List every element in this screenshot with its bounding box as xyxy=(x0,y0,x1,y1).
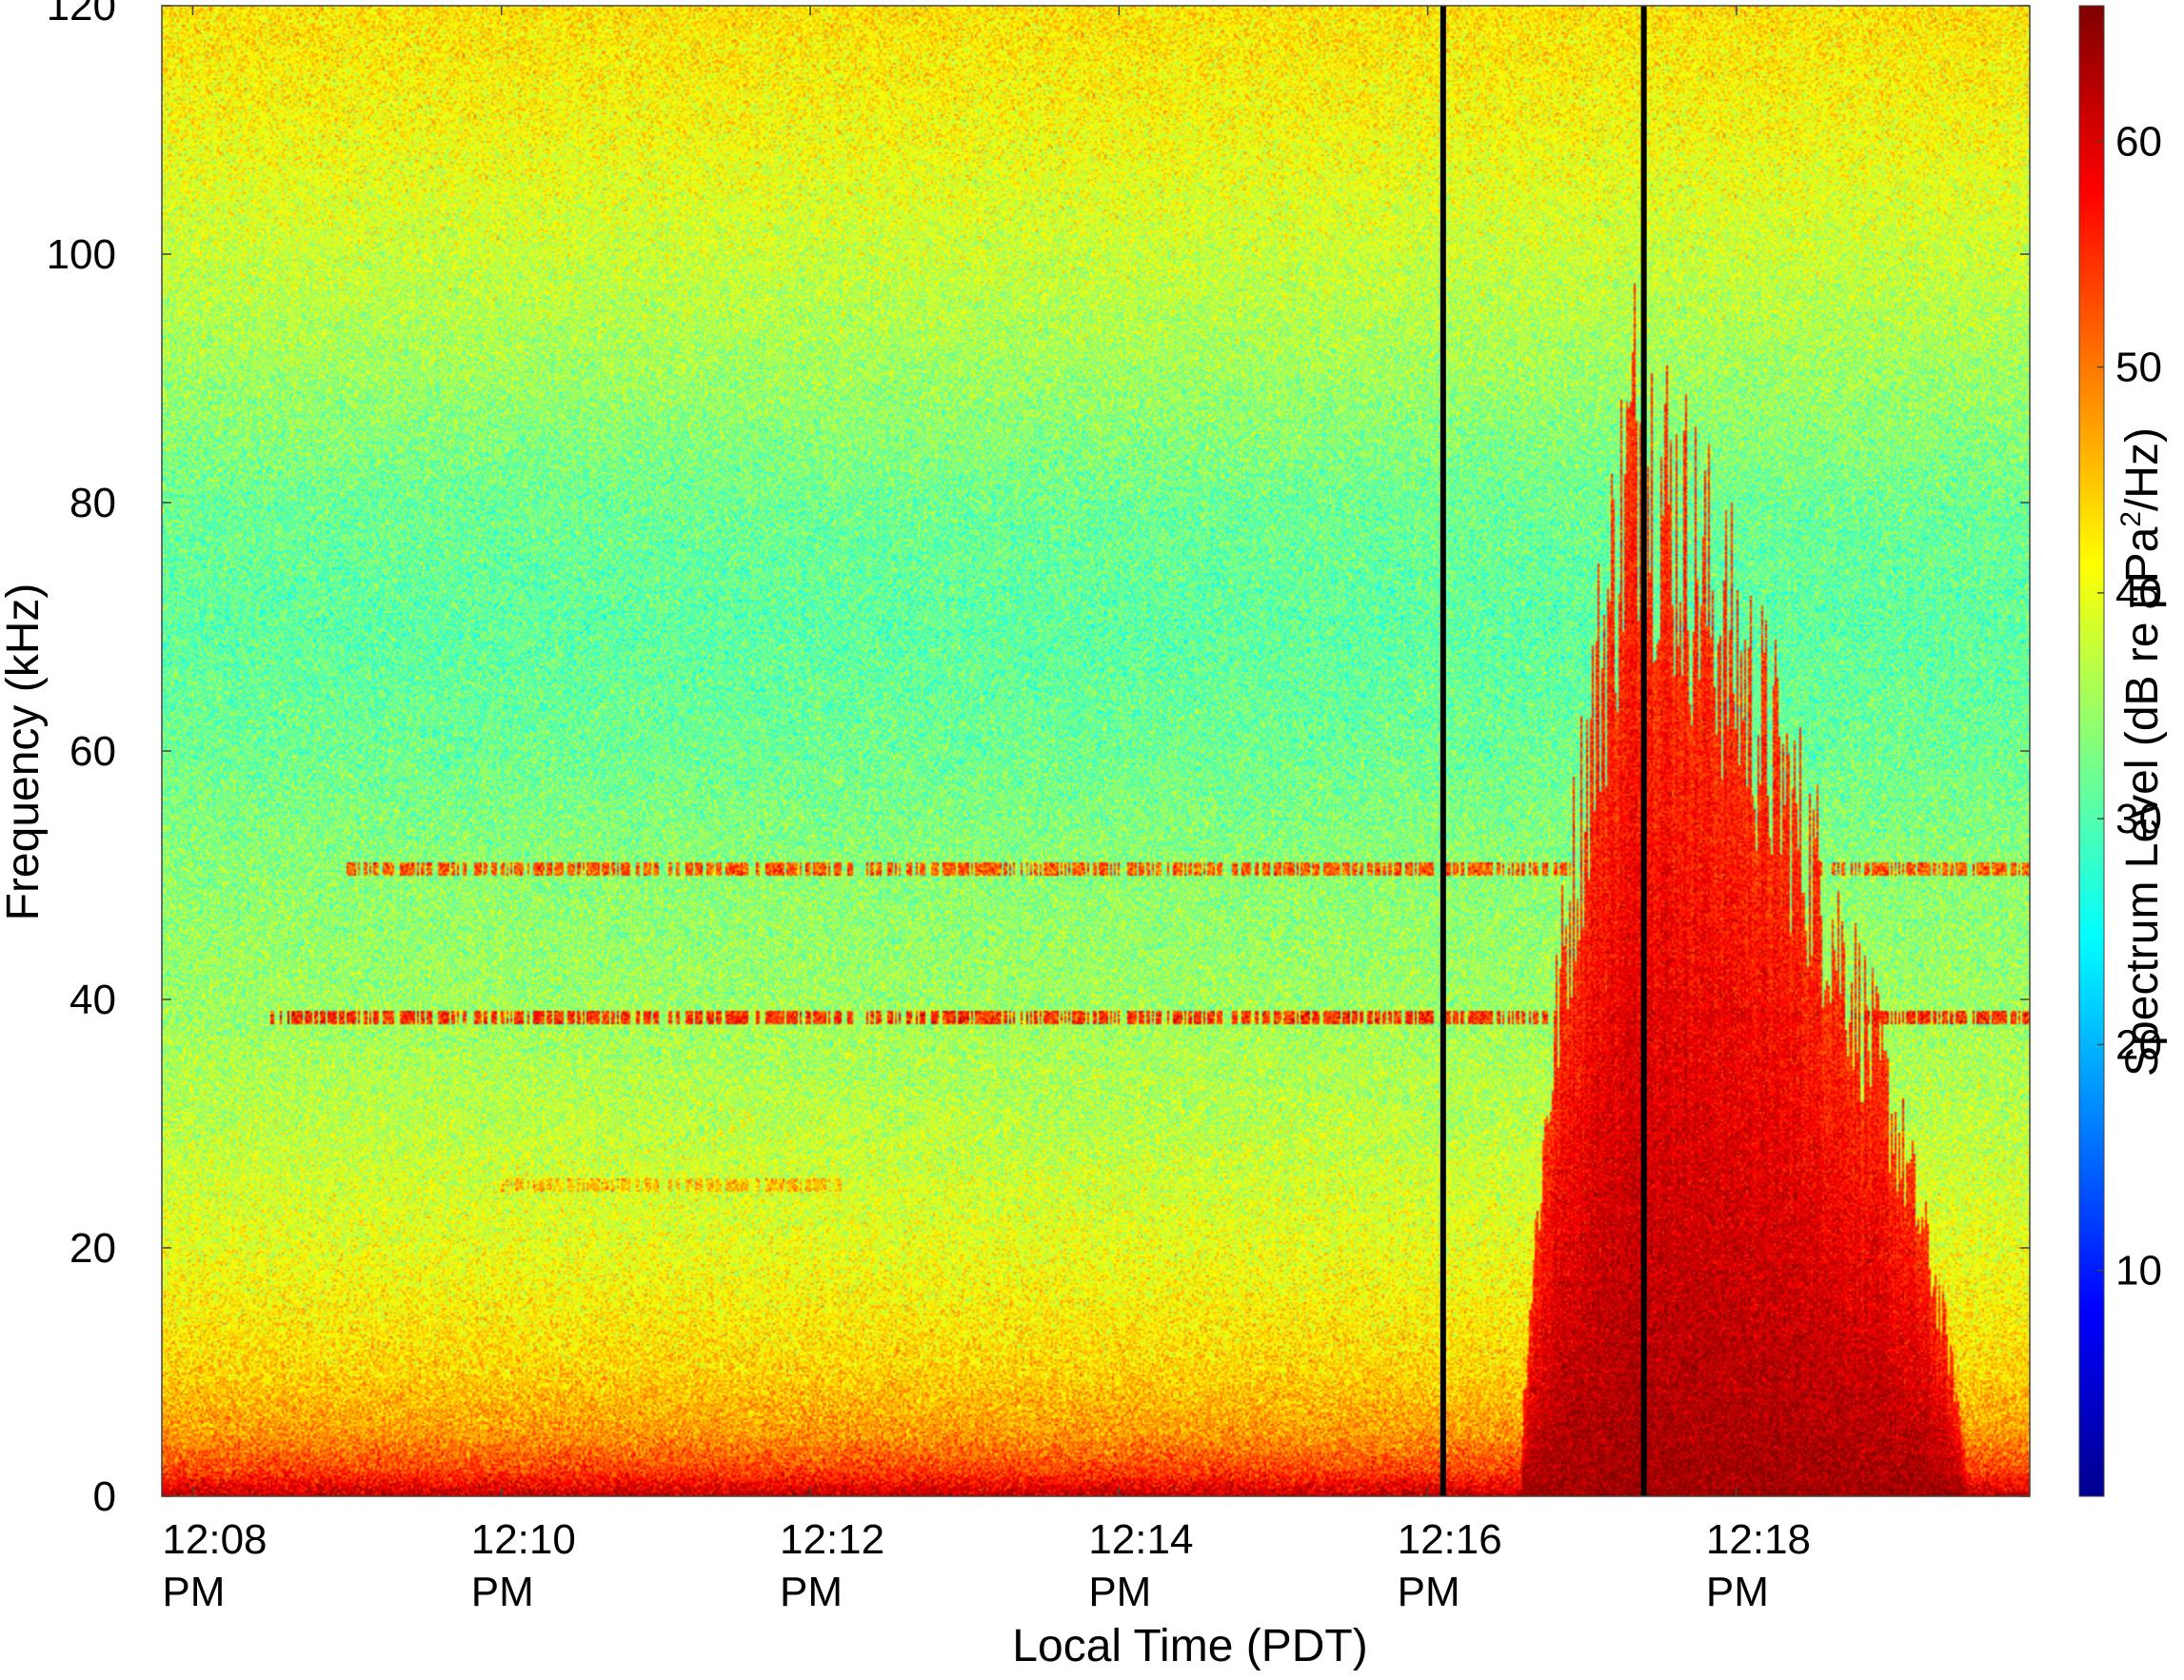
colorbar-tick-label: 50 xyxy=(2115,345,2162,391)
y-axis-ticks: 0 20 40 60 80 100 120 xyxy=(47,0,2030,1520)
y-tick-label: 100 xyxy=(47,231,116,278)
x-axis-ticks: 12:08 PM 12:10 PM 12:12 PM 12:14 PM 12:16 PM 12:18… xyxy=(162,6,1811,1615)
colorbar-label-main: Spectrum Level (dB re μPa xyxy=(2117,526,2168,1077)
spectrogram-image xyxy=(162,6,2030,1496)
y-tick-label: 20 xyxy=(69,1225,116,1272)
colorbar-label-superscript: 2 xyxy=(2115,511,2147,527)
colorbar-tick-label: 40 xyxy=(2115,570,2162,617)
x-tick-label-time: 12:12 xyxy=(780,1516,884,1563)
x-tick-label-time: 12:16 xyxy=(1398,1516,1502,1563)
vertical-markers xyxy=(1439,6,1647,1496)
y-axis-label: Frequency (kHz) xyxy=(0,583,49,921)
y-tick-label: 60 xyxy=(69,728,116,775)
x-tick-label-ampm: PM xyxy=(471,1569,534,1615)
x-axis-label: Local Time (PDT) xyxy=(1012,1621,1367,1671)
colorbar-tick-label: 30 xyxy=(2115,796,2162,842)
y-tick-label: 120 xyxy=(47,0,116,30)
x-tick-label-time: 12:10 xyxy=(471,1516,576,1563)
x-tick-label-ampm: PM xyxy=(1088,1569,1151,1615)
x-tick-label-time: 12:08 xyxy=(162,1516,267,1563)
y-tick-label: 0 xyxy=(93,1473,116,1520)
x-tick-label-ampm: PM xyxy=(162,1569,225,1615)
x-tick-label-time: 12:14 xyxy=(1088,1516,1193,1563)
colorbar-gradient xyxy=(2078,5,2105,1497)
colorbar-tick-label: 10 xyxy=(2115,1248,2162,1295)
colorbar-label: Spectrum Level (dB re μPa2/Hz) xyxy=(2115,427,2168,1077)
x-tick-label-ampm: PM xyxy=(780,1569,843,1615)
colorbar: 10 20 30 40 50 60 Spectrum Level (dB re μPa2/… xyxy=(2078,5,2168,1497)
x-tick-label-ampm: PM xyxy=(1398,1569,1460,1615)
x-tick-label-time: 12:18 xyxy=(1706,1516,1811,1563)
plot-area: 12:08 PM 12:10 PM 12:12 PM 12:14 PM 12:16 PM 12:18… xyxy=(47,0,2031,1615)
colorbar-ticks: 10 20 30 40 50 60 xyxy=(2097,118,2162,1295)
colorbar-tick-label: 20 xyxy=(2115,1021,2162,1068)
y-tick-label: 40 xyxy=(69,977,116,1023)
y-tick-label: 80 xyxy=(69,480,116,526)
x-tick-label-ampm: PM xyxy=(1706,1569,1769,1615)
colorbar-tick-label: 60 xyxy=(2115,118,2162,165)
colorbar-label-tail: /Hz) xyxy=(2117,427,2168,511)
